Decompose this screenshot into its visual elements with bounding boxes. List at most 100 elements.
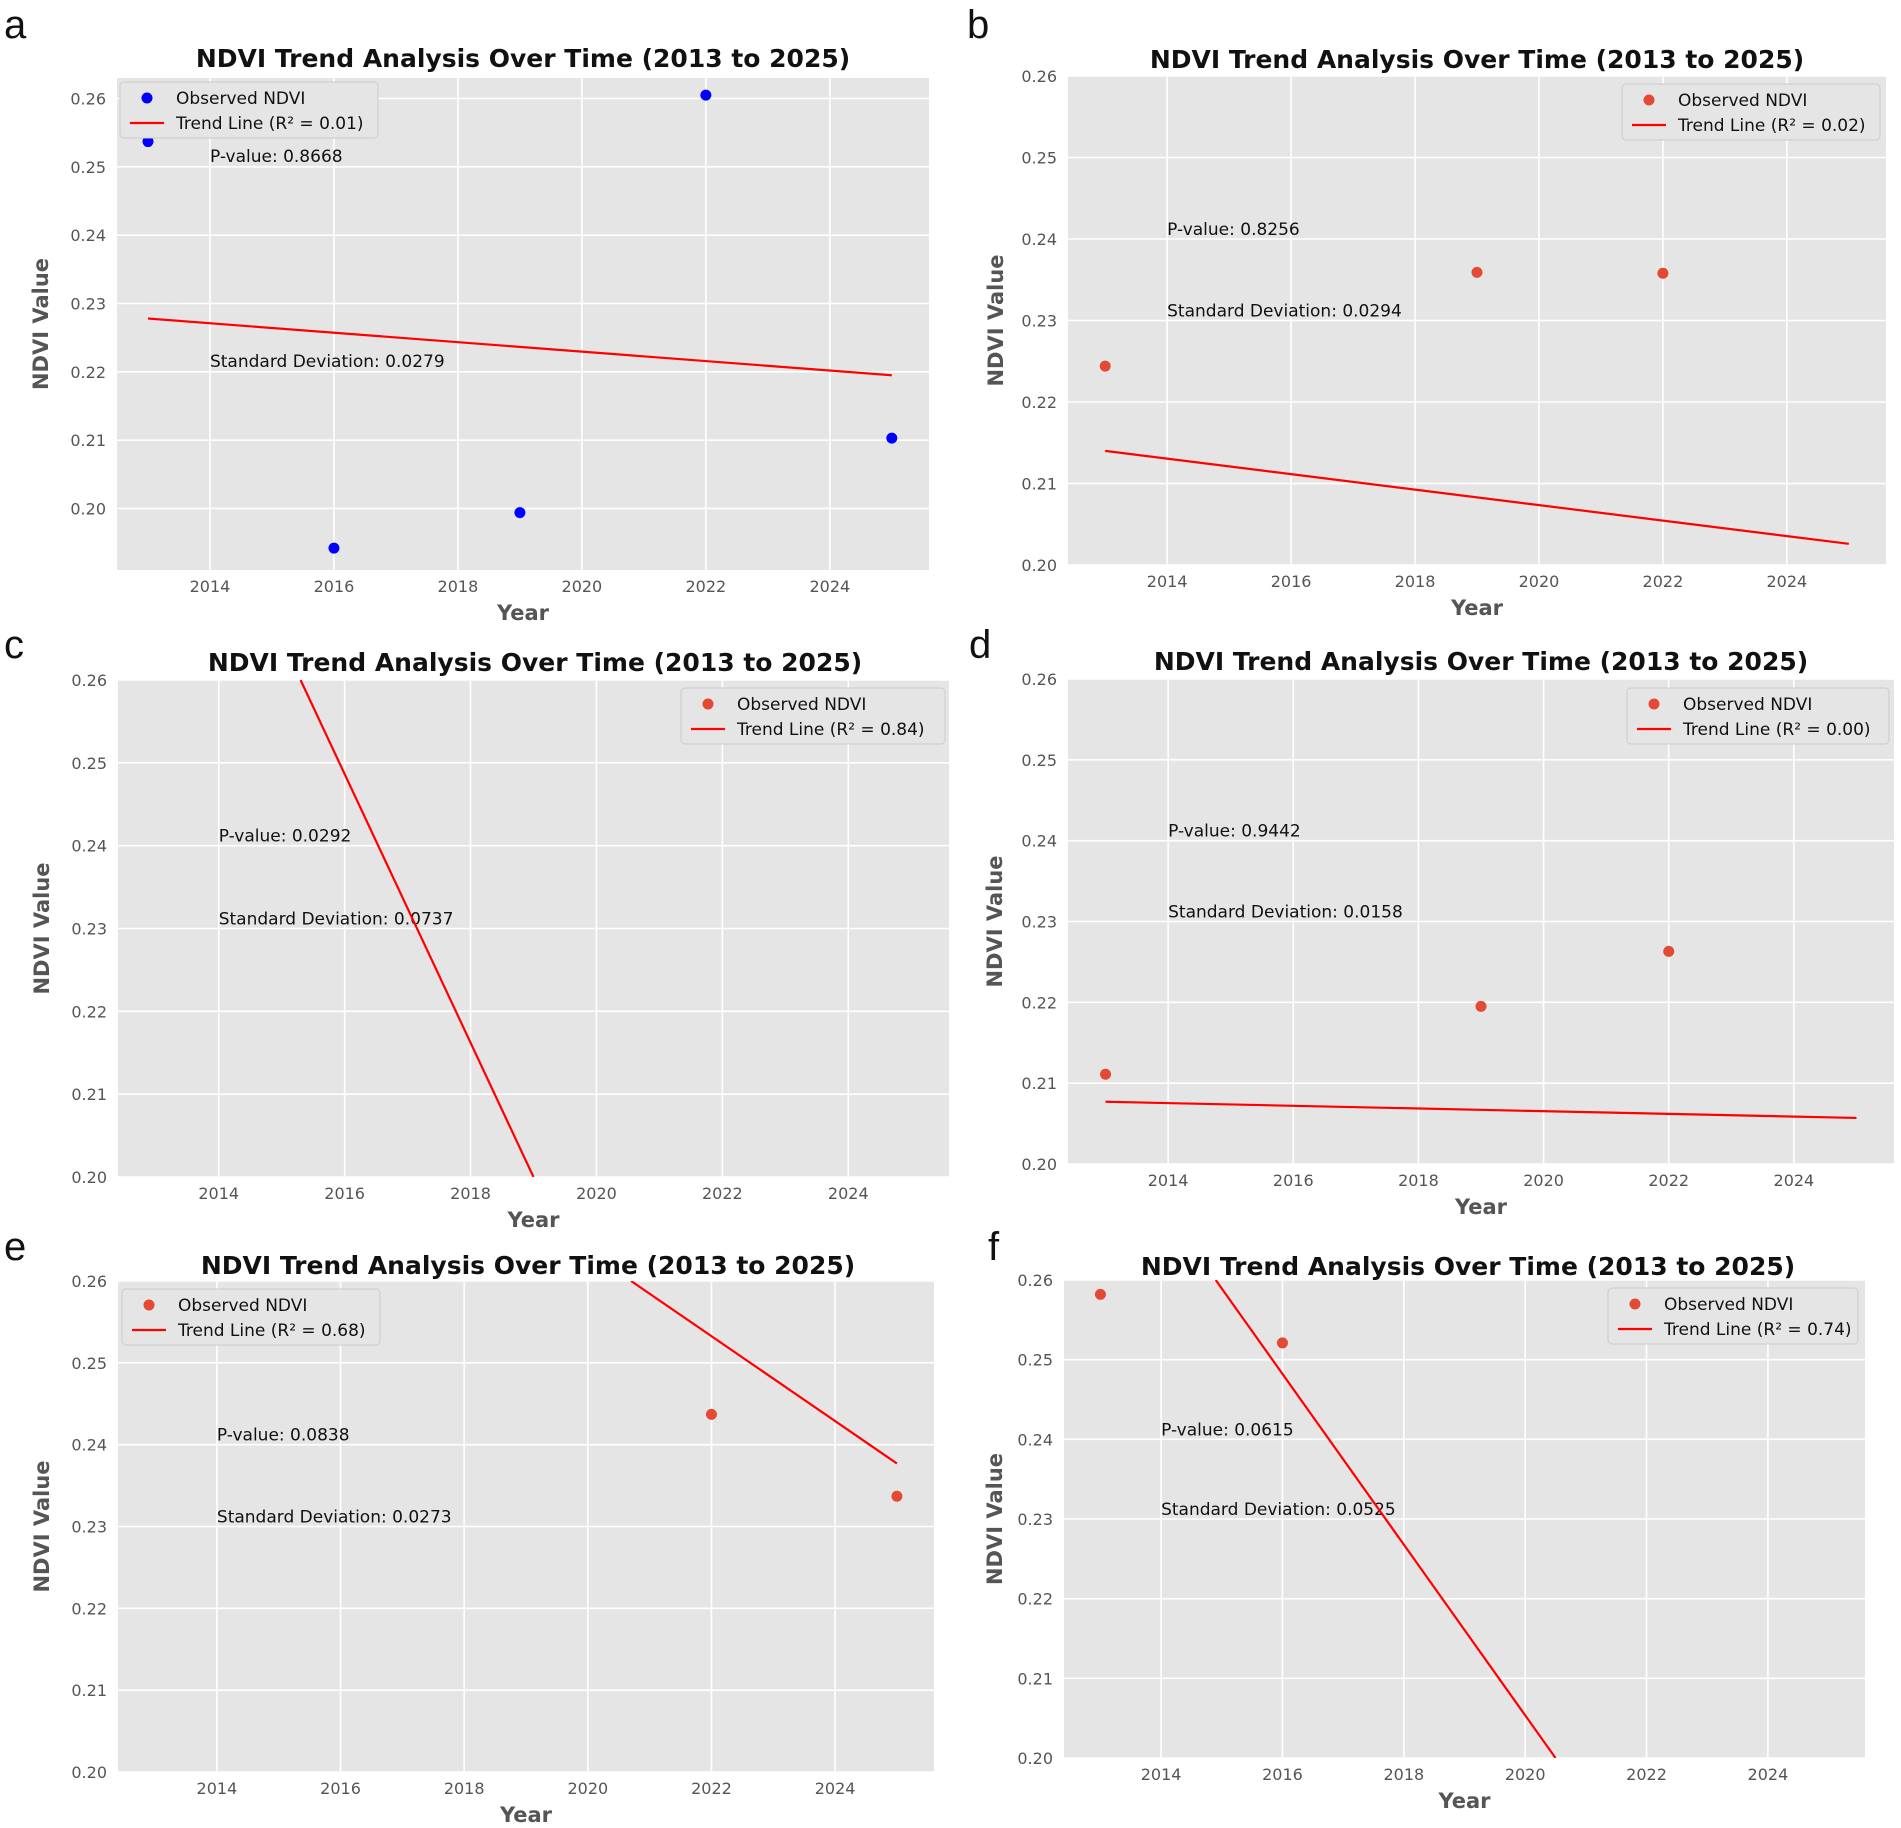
panel-letter-d: d bbox=[969, 623, 991, 667]
data-point bbox=[1663, 945, 1675, 957]
x-tick-label: 2016 bbox=[320, 1779, 361, 1798]
legend-marker-observed bbox=[141, 92, 153, 104]
x-tick-label: 2022 bbox=[685, 577, 726, 596]
x-tick-label: 2022 bbox=[1626, 1765, 1667, 1784]
panel-letter-b: b bbox=[967, 3, 989, 47]
y-tick-label: 0.20 bbox=[71, 1763, 107, 1782]
x-tick-label: 2022 bbox=[702, 1184, 743, 1203]
std-dev-annotation: Standard Deviation: 0.0294 bbox=[1167, 301, 1402, 321]
data-point bbox=[142, 136, 154, 148]
y-tick-label: 0.25 bbox=[70, 158, 106, 177]
legend-marker-observed bbox=[1648, 698, 1660, 710]
x-tick-label: 2024 bbox=[815, 1779, 856, 1798]
y-tick-label: 0.24 bbox=[71, 837, 107, 856]
p-value-annotation: P-value: 0.0838 bbox=[217, 1426, 350, 1446]
y-tick-label: 0.26 bbox=[1021, 670, 1057, 689]
legend-label-observed: Observed NDVI bbox=[1678, 91, 1807, 111]
data-point bbox=[700, 89, 712, 101]
x-tick-label: 2014 bbox=[1147, 572, 1188, 591]
data-point bbox=[1475, 1000, 1487, 1012]
legend-a: Observed NDVI Trend Line (R² = 0.01) bbox=[119, 81, 379, 139]
data-point bbox=[1094, 1288, 1106, 1300]
std-dev-annotation: Standard Deviation: 0.0158 bbox=[1168, 902, 1403, 922]
y-tick-label: 0.22 bbox=[1021, 393, 1057, 412]
x-tick-label: 2018 bbox=[1398, 1171, 1439, 1190]
y-tick-label: 0.23 bbox=[71, 1518, 107, 1537]
data-point bbox=[886, 432, 898, 444]
y-axis-label-c: NDVI Value bbox=[30, 862, 54, 994]
x-tick-label: 2024 bbox=[1748, 1765, 1789, 1784]
legend-label-trend: Trend Line (R² = 0.01) bbox=[175, 114, 364, 134]
y-tick-label: 0.21 bbox=[70, 431, 106, 450]
x-tick-label: 2018 bbox=[1383, 1765, 1424, 1784]
y-tick-label: 0.20 bbox=[70, 500, 106, 519]
panel-b: b 2014 2016 2018 2020 2022 2024 0.20 0.21 0.22 0.2… bbox=[967, 3, 1886, 620]
y-tick-label: 0.23 bbox=[1021, 312, 1057, 331]
legend-box bbox=[1607, 1287, 1859, 1345]
y-tick-label: 0.25 bbox=[1017, 1351, 1053, 1370]
panel-e: e 2014 2016 2018 2020 2022 2024 0.20 0.21 0.22 0.2… bbox=[4, 1225, 934, 1827]
y-tick-label: 0.22 bbox=[1021, 993, 1057, 1012]
x-axis-label-c: Year bbox=[506, 1208, 560, 1232]
legend-label-trend: Trend Line (R² = 0.74) bbox=[1663, 1320, 1852, 1340]
x-axis-label-b: Year bbox=[1450, 596, 1504, 620]
legend-e: Observed NDVI Trend Line (R² = 0.68) bbox=[121, 1288, 381, 1346]
p-value-annotation: P-value: 0.0292 bbox=[219, 827, 352, 847]
legend-label-observed: Observed NDVI bbox=[1664, 1295, 1793, 1315]
y-tick-label: 0.25 bbox=[1021, 751, 1057, 770]
y-tick-label: 0.26 bbox=[71, 671, 107, 690]
legend-b: Observed NDVI Trend Line (R² = 0.02) bbox=[1621, 83, 1881, 141]
legend-label-trend: Trend Line (R² = 0.02) bbox=[1677, 116, 1866, 136]
y-tick-label: 0.24 bbox=[71, 1436, 107, 1455]
data-point bbox=[705, 1408, 717, 1420]
y-tick-label: 0.24 bbox=[70, 226, 106, 245]
p-value-annotation: P-value: 0.9442 bbox=[1168, 822, 1301, 842]
data-point bbox=[1657, 267, 1669, 279]
y-tick-label: 0.23 bbox=[1017, 1510, 1053, 1529]
panel-f: f 2014 2016 2018 2020 2022 2024 0.20 0.21 0.22 0.2… bbox=[983, 1225, 1865, 1813]
trend-line-c bbox=[299, 680, 535, 1177]
y-tick-label: 0.21 bbox=[1021, 475, 1057, 494]
y-tick-label: 0.22 bbox=[70, 363, 106, 382]
panel-letter-e: e bbox=[4, 1225, 26, 1269]
x-tick-label: 2020 bbox=[576, 1184, 617, 1203]
std-dev-annotation: Standard Deviation: 0.0273 bbox=[217, 1507, 452, 1527]
y-tick-label: 0.24 bbox=[1021, 230, 1057, 249]
p-value-annotation: P-value: 0.0615 bbox=[1161, 1420, 1294, 1440]
y-tick-label: 0.24 bbox=[1017, 1430, 1053, 1449]
x-tick-label: 2024 bbox=[1774, 1171, 1815, 1190]
x-tick-label: 2020 bbox=[1519, 572, 1560, 591]
x-tick-label: 2018 bbox=[444, 1779, 485, 1798]
chart-title-b: NDVI Trend Analysis Over Time (2013 to 2… bbox=[1150, 45, 1804, 74]
panel-letter-a: a bbox=[4, 3, 27, 47]
y-tick-label: 0.25 bbox=[1021, 149, 1057, 168]
legend-marker-observed bbox=[143, 1299, 155, 1311]
y-tick-label: 0.25 bbox=[71, 754, 107, 773]
legend-c: Observed NDVI Trend Line (R² = 0.84) bbox=[680, 687, 946, 745]
legend-label-trend: Trend Line (R² = 0.84) bbox=[736, 720, 925, 740]
x-axis-label-a: Year bbox=[496, 601, 550, 625]
legend-label-trend: Trend Line (R² = 0.00) bbox=[1682, 720, 1871, 740]
x-axis-label-f: Year bbox=[1437, 1789, 1491, 1813]
x-tick-label: 2018 bbox=[1395, 572, 1436, 591]
y-tick-label: 0.23 bbox=[1021, 913, 1057, 932]
x-tick-label: 2024 bbox=[828, 1184, 869, 1203]
y-tick-label: 0.20 bbox=[1021, 1155, 1057, 1174]
x-tick-label: 2020 bbox=[1505, 1765, 1546, 1784]
std-dev-annotation: Standard Deviation: 0.0525 bbox=[1161, 1500, 1396, 1520]
y-tick-label: 0.22 bbox=[1017, 1590, 1053, 1609]
trend-line-f bbox=[1214, 1280, 1557, 1758]
panel-letter-c: c bbox=[4, 623, 24, 667]
legend-label-observed: Observed NDVI bbox=[1683, 695, 1812, 715]
legend-box bbox=[1626, 687, 1890, 745]
y-tick-label: 0.26 bbox=[71, 1272, 107, 1291]
x-tick-label: 2014 bbox=[1141, 1765, 1182, 1784]
y-tick-label: 0.26 bbox=[1017, 1271, 1053, 1290]
data-point bbox=[1100, 1068, 1112, 1080]
chart-title-e: NDVI Trend Analysis Over Time (2013 to 2… bbox=[201, 1251, 855, 1280]
y-tick-label: 0.26 bbox=[70, 90, 106, 109]
data-point bbox=[328, 542, 340, 554]
x-tick-label: 2022 bbox=[1648, 1171, 1689, 1190]
x-tick-label: 2016 bbox=[1262, 1765, 1303, 1784]
